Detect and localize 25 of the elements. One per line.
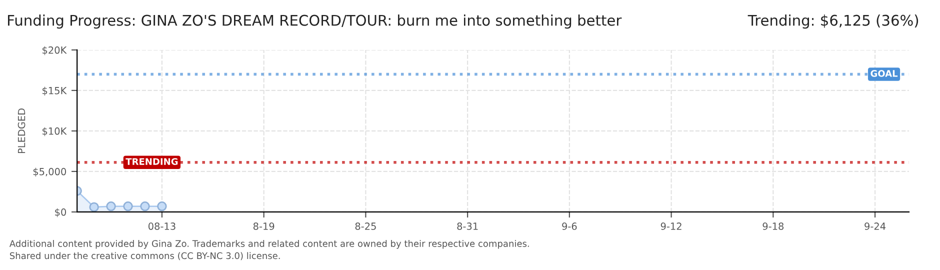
ref-line-label: GOAL <box>870 70 898 77</box>
x-tick-label: 8-31 <box>457 222 478 230</box>
x-tick-label: 9-6 <box>562 222 577 230</box>
point <box>140 201 150 212</box>
text: Shared under the creative commons (CC BY-NC 3.0) license. <box>10 252 280 260</box>
y-axis-title: PLEDGED <box>18 108 26 154</box>
point <box>157 201 167 212</box>
point <box>123 201 133 212</box>
x-tick-label: 8-25 <box>355 222 376 230</box>
y-tick-label: $0 <box>55 208 66 218</box>
ref-line-label: TRENDING <box>126 158 178 165</box>
chart-title: Funding Progress: GINA ZO'S DREAM RECORD/TOUR: burn me into something better <box>8 14 622 29</box>
y-tick-label: $5,000 <box>33 168 66 177</box>
point <box>106 201 116 212</box>
text: Additional content provided by Gina Zo. Trademarks and related content are owned by their respective companies. <box>9 240 529 249</box>
x-tick-label: 9-24 <box>864 222 886 230</box>
point <box>89 202 99 212</box>
x-tick-label: 8-19 <box>253 222 274 230</box>
text: Trending: $6,125 (36%) <box>748 14 918 29</box>
y-tick-label: $20K <box>42 46 67 56</box>
x-tick-label: 9-12 <box>660 222 682 230</box>
x-tick-label: 9-18 <box>762 222 784 230</box>
y-tick-label: $15K <box>42 86 67 96</box>
y-tick-label: $10K <box>42 127 67 136</box>
x-tick-label: 08-13 <box>148 222 176 230</box>
